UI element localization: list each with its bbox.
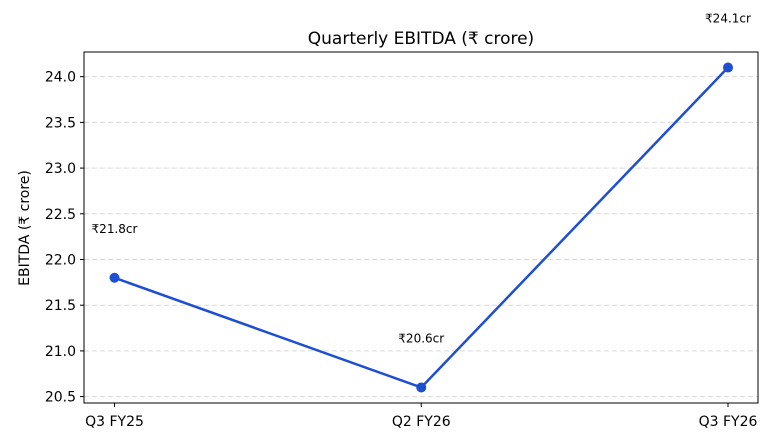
plot-area xyxy=(83,51,759,404)
chart-title: Quarterly EBITDA (₹ crore) xyxy=(308,29,534,49)
data-point xyxy=(109,272,120,283)
y-tick-label: 22.5 xyxy=(45,207,76,223)
data-point xyxy=(723,62,733,73)
data-label: ₹20.6cr xyxy=(398,331,444,345)
series-ebitda: ₹21.8cr ₹20.6cr ₹24.1cr xyxy=(92,12,751,393)
y-tick-label: 24.0 xyxy=(45,70,76,86)
x-tick-label: Q3 FY25 xyxy=(85,414,144,430)
y-tick-label: 21.5 xyxy=(45,298,76,314)
x-axis-ticks: Q3 FY25 Q2 FY26 Q3 FY26 xyxy=(85,403,757,430)
y-axis-label: EBITDA (₹ crore) xyxy=(17,170,33,286)
y-tick-label: 20.5 xyxy=(45,390,76,406)
data-label: ₹24.1cr xyxy=(705,12,751,26)
y-tick-label: 22.0 xyxy=(45,252,76,268)
y-tick-label: 23.0 xyxy=(45,161,76,177)
data-label: ₹21.8cr xyxy=(92,222,138,236)
data-point xyxy=(416,382,427,393)
x-tick-label: Q2 FY26 xyxy=(392,414,451,430)
x-tick-label: Q3 FY26 xyxy=(699,414,758,430)
y-tick-label: 21.0 xyxy=(45,344,76,360)
y-tick-label: 23.5 xyxy=(45,115,76,131)
grid-lines xyxy=(84,76,758,398)
y-axis-ticks: 20.5 21.0 21.5 22.0 22.5 23.0 23.5 24.0 xyxy=(45,70,84,406)
